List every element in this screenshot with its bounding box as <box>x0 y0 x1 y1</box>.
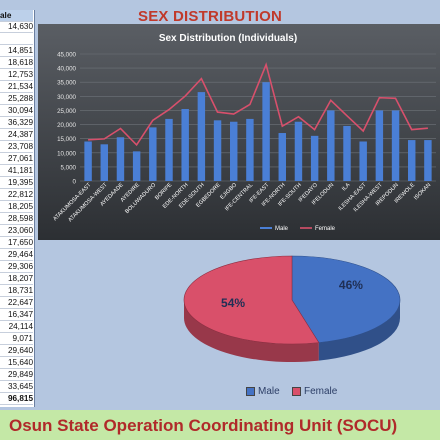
y-tick-label: 45,000 <box>57 52 76 59</box>
page-title: SEX DISTRIBUTION <box>138 8 283 25</box>
bar-male-ede-south <box>197 92 206 181</box>
footer-title: Osun State Operation Coordinating Unit (… <box>9 416 398 435</box>
pie-slice-female <box>183 255 320 345</box>
legend-label-male: Male <box>275 226 289 232</box>
bar-chart-panel: Sex Distribution (Individuals) 0 5,000 10,0… <box>38 24 440 240</box>
bar-male-boluwaduro <box>149 127 157 181</box>
bar-male-boripe <box>165 118 173 181</box>
footer-banner: Osun State Operation Coordinating Unit (… <box>0 410 440 440</box>
y-tick-label: 20,000 <box>57 122 76 129</box>
bar-male-ilesha-east <box>359 141 367 181</box>
bar-male-ife-north <box>278 133 286 181</box>
sheet-cell: 23,060 <box>0 225 33 237</box>
sheet-cell: 41,181 <box>0 165 33 177</box>
sheet-header-cell: ale <box>0 10 33 22</box>
bar-male-egbedore <box>213 120 222 181</box>
spreadsheet-column: ale 14,630 14,851 18,618 12,753 21,534 25,288 3… <box>0 10 35 407</box>
legend-label-female: Female <box>304 386 338 397</box>
sheet-cell: 9,071 <box>0 333 33 345</box>
sheet-cell: 16,347 <box>0 309 33 321</box>
y-tick-label: 40,000 <box>57 66 76 73</box>
pie-legend-female: Female <box>292 386 337 397</box>
x-tick-label: BOLUWADURO <box>124 182 157 215</box>
sheet-cell: 14,630 <box>0 21 33 33</box>
sheet-cell: 23,708 <box>0 141 33 153</box>
bar-male-atakumosa-west <box>100 144 108 181</box>
sheet-cell: 33,645 <box>0 381 33 393</box>
sheet-cell: 28,598 <box>0 213 33 225</box>
sheet-cell: 19,395 <box>0 177 33 189</box>
pie-slice-male <box>291 255 401 343</box>
legend-swatch-female <box>292 386 301 396</box>
sheet-cell: 29,464 <box>0 249 33 261</box>
bar-male-ilesha-west <box>375 110 384 181</box>
chart-title: Sex Distribution (Individuals) <box>159 33 297 44</box>
sheet-cell <box>0 33 33 45</box>
sheet-cell: 18,205 <box>0 201 33 213</box>
bar-male-ifedayo <box>310 135 319 181</box>
bar-male-isokan <box>424 140 432 181</box>
y-tick-label: 35,000 <box>57 80 76 87</box>
bar-male-ife-central <box>246 118 254 181</box>
y-tick-label: 5,000 <box>61 164 77 171</box>
sheet-cell: 18,731 <box>0 285 33 297</box>
pie-label-male: 46% <box>339 278 363 292</box>
sheet-cell: 21,534 <box>0 81 33 93</box>
pie-side-female <box>184 300 319 362</box>
bar-male-ede-north <box>181 109 189 181</box>
sheet-cell: 15,640 <box>0 357 33 369</box>
bar-male-atakumosa-east <box>84 141 92 181</box>
y-tick-label: 25,000 <box>57 108 76 115</box>
sheet-cell: 25,288 <box>0 93 33 105</box>
bar-male-irewole <box>408 140 416 181</box>
sheet-cell: 18,618 <box>0 57 33 69</box>
sheet-cell: 12,753 <box>0 69 33 81</box>
legend-swatch-male <box>246 386 255 396</box>
sheet-cell: 22,812 <box>0 189 33 201</box>
sheet-cell: 24,114 <box>0 321 33 333</box>
pie-side-male <box>318 300 400 361</box>
sheet-cell: 14,851 <box>0 45 33 57</box>
bar-chart: Sex Distribution (Individuals) 0 5,000 10,0… <box>52 33 436 232</box>
bar-male-ife-east <box>262 82 270 181</box>
legend-swatch-male <box>260 227 272 229</box>
x-tick-label: ISOKAN <box>413 182 432 201</box>
bar-male-irepodun <box>391 110 400 181</box>
sheet-cell: 30,094 <box>0 105 33 117</box>
y-tick-label: 30,000 <box>57 94 76 101</box>
sheet-cell: 29,849 <box>0 369 33 381</box>
sheet-cell: 17,650 <box>0 237 33 249</box>
y-tick-label: 15,000 <box>57 136 76 143</box>
sheet-cell: 96,815 <box>0 393 33 405</box>
bar-male-ejigbo <box>230 121 238 181</box>
sheet-cell: 27,061 <box>0 153 33 165</box>
female-line <box>88 62 428 147</box>
legend-label-male: Male <box>258 386 280 397</box>
pie-label-female: 54% <box>221 296 245 310</box>
sheet-cell: 36,329 <box>0 117 33 129</box>
y-tick-label: 0 <box>73 179 77 186</box>
pie-legend-male: Male <box>246 386 280 397</box>
bar-male-ayedire <box>132 151 141 181</box>
sheet-cell: 18,207 <box>0 273 33 285</box>
bar-male-ila <box>343 125 351 181</box>
sheet-cell: 29,640 <box>0 345 33 357</box>
x-tick-label: ILA <box>341 182 351 192</box>
sheet-cell: 29,306 <box>0 261 33 273</box>
bar-male-ife-south <box>294 121 303 181</box>
bar-male-ifelodun <box>327 110 335 181</box>
sheet-cell: 24,387 <box>0 129 33 141</box>
y-tick-label: 10,000 <box>57 150 76 157</box>
legend-label-female: Female <box>315 226 336 232</box>
sheet-cell: 22,647 <box>0 297 33 309</box>
bar-male-ayedaade <box>116 137 125 181</box>
